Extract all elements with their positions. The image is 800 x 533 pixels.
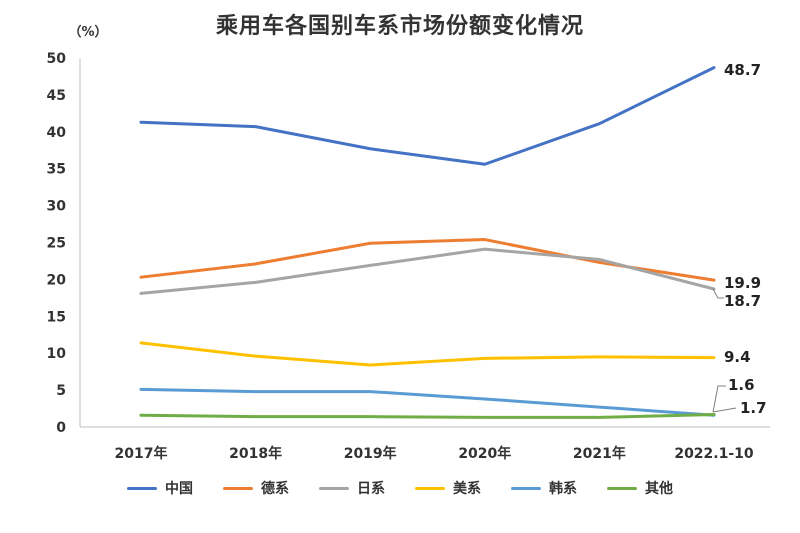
- series-line-德系: [139, 238, 716, 282]
- x-tick-label: 2017年: [115, 445, 168, 462]
- x-tick-label: 2022.1-10: [674, 446, 754, 462]
- series-line-美系: [139, 341, 716, 367]
- y-tick-label: 45: [47, 88, 66, 104]
- data-label-美系: 9.4: [724, 348, 751, 366]
- y-tick-label: 35: [47, 162, 66, 178]
- legend-item: 中国: [127, 478, 193, 498]
- y-tick-label: 10: [47, 346, 67, 362]
- y-tick-label: 40: [47, 125, 67, 141]
- y-tick-label: 50: [47, 51, 67, 67]
- series-line-日系: [139, 247, 716, 295]
- y-tick-label: 20: [47, 272, 67, 288]
- legend: 中国 德系 日系 美系 韩系 其他: [0, 478, 800, 498]
- legend-item: 日系: [319, 478, 385, 498]
- legend-item: 韩系: [511, 478, 577, 498]
- series-line-其他: [139, 412, 716, 419]
- series-line-韩系: [139, 387, 716, 417]
- legend-swatch: [511, 486, 541, 490]
- data-label-韩系: 1.6: [728, 376, 755, 394]
- data-label-日系: 18.7: [724, 292, 761, 310]
- x-tick-label: 2018年: [229, 445, 282, 462]
- x-tick-label: 2019年: [344, 445, 397, 462]
- data-label-德系: 19.9: [724, 274, 761, 292]
- data-label-leader: [712, 385, 726, 413]
- y-axis-unit-label: （%）: [68, 24, 107, 40]
- legend-label: 其他: [645, 481, 673, 497]
- y-tick-label: 0: [56, 420, 66, 436]
- legend-label: 中国: [165, 481, 193, 497]
- x-tick-label: 2021年: [573, 445, 626, 462]
- legend-swatch: [415, 486, 445, 490]
- data-label-leader: [712, 407, 737, 413]
- legend-label: 日系: [357, 481, 385, 497]
- legend-swatch: [127, 486, 157, 490]
- y-tick-label: 15: [47, 309, 66, 325]
- data-label-leader: [712, 288, 724, 299]
- y-tick-label: 25: [47, 236, 66, 252]
- legend-swatch: [607, 486, 637, 490]
- legend-label: 韩系: [549, 481, 577, 497]
- legend-swatch: [319, 486, 349, 490]
- legend-label: 美系: [453, 481, 481, 497]
- legend-label: 德系: [261, 481, 289, 497]
- y-tick-label: 30: [47, 199, 67, 215]
- legend-item: 其他: [607, 478, 673, 498]
- legend-swatch: [223, 486, 253, 490]
- data-label-其他: 1.7: [740, 399, 767, 417]
- data-label-中国: 48.7: [724, 61, 761, 79]
- series-line-中国: [139, 66, 716, 166]
- chart-title: 乘用车各国别车系市场份额变化情况: [215, 14, 584, 39]
- y-tick-label: 5: [56, 383, 66, 399]
- legend-item: 德系: [223, 478, 289, 498]
- x-tick-label: 2020年: [458, 445, 511, 462]
- legend-item: 美系: [415, 478, 481, 498]
